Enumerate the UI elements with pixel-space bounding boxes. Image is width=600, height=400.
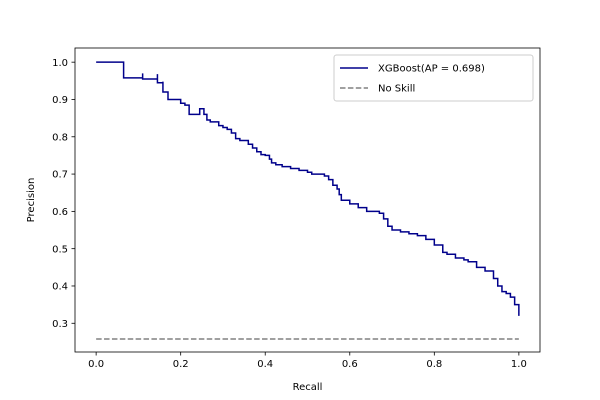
legend-box — [333, 54, 534, 102]
y-tick-label: 0.4 — [52, 282, 68, 293]
x-axis-title: Recall — [293, 382, 323, 393]
x-tick-label: 0.8 — [426, 359, 442, 370]
y-tick-label: 0.6 — [52, 207, 68, 218]
plot-area-frame — [74, 47, 541, 353]
y-tick-label: 0.9 — [52, 95, 68, 106]
y-axis-title: Precision — [26, 178, 37, 223]
y-tick-label: 0.3 — [52, 319, 68, 330]
x-tick-label: 1.0 — [511, 359, 527, 370]
x-tick-label: 0.2 — [173, 359, 189, 370]
x-tick-label: 0.6 — [342, 359, 358, 370]
x-axis: 0.0 0.2 0.4 0.6 0.8 1.0 — [88, 352, 527, 370]
legend: XGBoost(AP = 0.698) No Skill — [333, 54, 534, 102]
y-tick-label: 0.8 — [52, 132, 68, 143]
series-layer — [96, 61, 520, 340]
y-tick-label: 0.5 — [52, 244, 68, 255]
y-axis: 0.3 0.4 0.5 0.6 0.7 0.8 0.9 1.0 — [52, 58, 75, 330]
legend-label-no-skill: No Skill — [378, 84, 415, 95]
legend-label-xgboost: XGBoost(AP = 0.698) — [378, 64, 485, 75]
x-tick-label: 0.0 — [88, 359, 104, 370]
y-tick-label: 0.7 — [52, 170, 68, 181]
x-tick-label: 0.4 — [257, 359, 273, 370]
y-tick-label: 1.0 — [52, 58, 68, 69]
series-line-xgboost — [96, 61, 520, 316]
